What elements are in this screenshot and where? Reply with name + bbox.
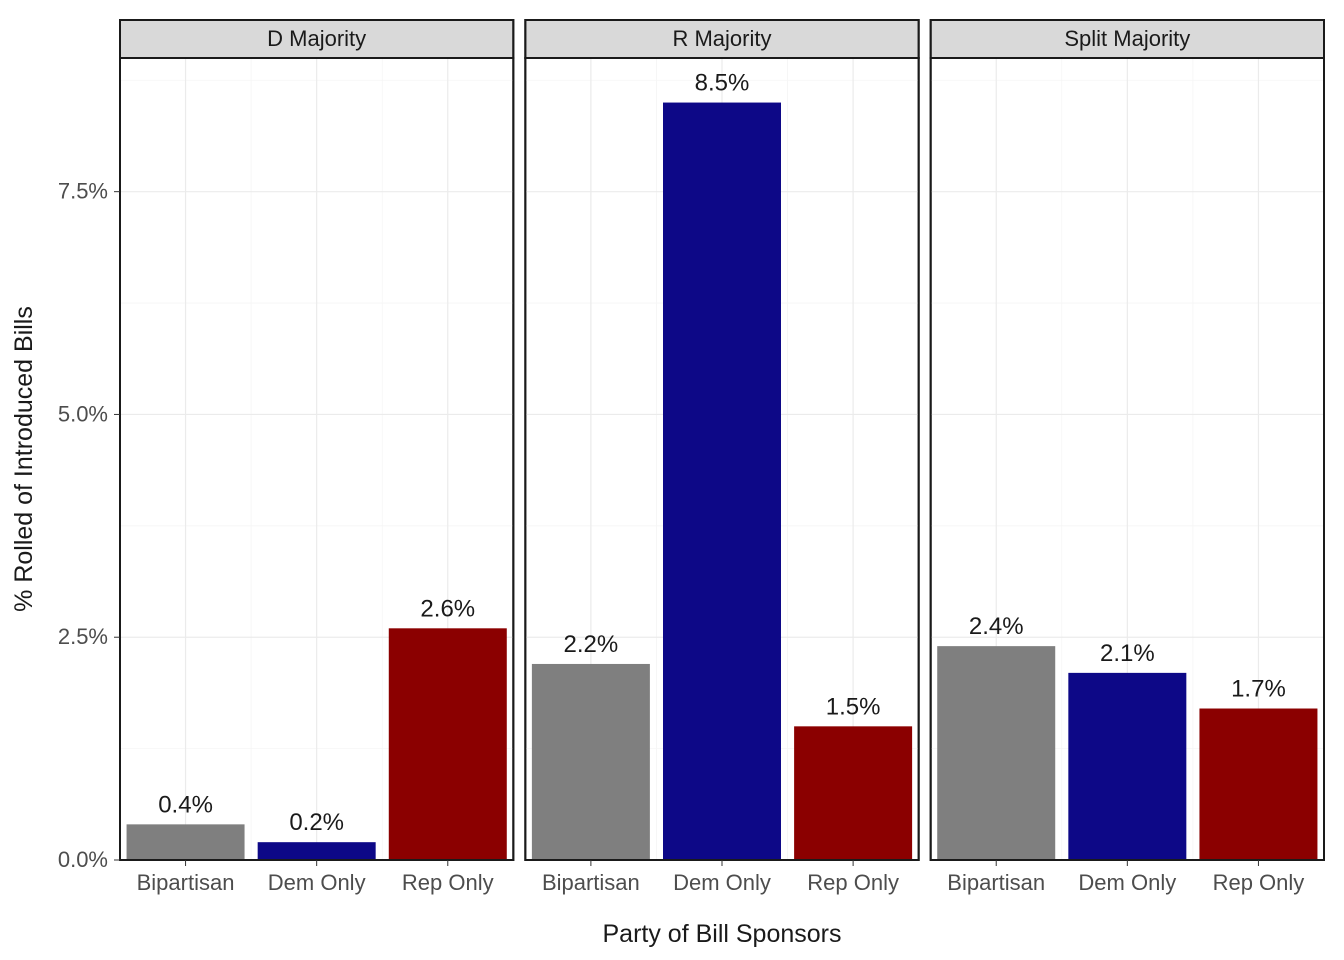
bar-value-label: 0.4%	[158, 791, 213, 818]
bar	[389, 628, 507, 860]
bar-value-label: 2.2%	[564, 631, 619, 658]
bar-value-label: 2.6%	[420, 595, 475, 622]
bar	[1199, 709, 1317, 860]
bar	[532, 664, 650, 860]
y-tick-label: 0.0%	[58, 847, 108, 872]
x-tick-label: Dem Only	[268, 870, 366, 895]
bar	[127, 824, 245, 860]
bar	[794, 726, 912, 860]
facet-title: Split Majority	[1064, 26, 1190, 51]
facet-panel: Split Majority 2.4% 2.1% 1.7% Bipartisan Dem …	[931, 20, 1324, 895]
facet-panel: D Majority 0.4% 0.2% 2.6% Bipartisan Dem Only…	[58, 20, 513, 895]
x-tick-label: Bipartisan	[137, 870, 235, 895]
x-tick-label: Rep Only	[1213, 870, 1305, 895]
bar-value-label: 8.5%	[695, 70, 750, 97]
y-tick-label: 2.5%	[58, 624, 108, 649]
facet-panel: R Majority 2.2% 8.5% 1.5% Bipartisan Dem Only…	[525, 20, 918, 895]
facet-title: R Majority	[672, 26, 771, 51]
bar-value-label: 2.4%	[969, 613, 1024, 640]
bar	[663, 103, 781, 860]
x-tick-label: Bipartisan	[542, 870, 640, 895]
bar-value-label: 1.7%	[1231, 676, 1286, 703]
bar	[1068, 673, 1186, 860]
x-tick-label: Bipartisan	[947, 870, 1045, 895]
bar	[258, 842, 376, 860]
faceted-bar-chart: % Rolled of Introduced Bills Party of Bil…	[0, 0, 1344, 960]
y-axis-title: % Rolled of Introduced Bills	[10, 306, 38, 612]
y-tick-label: 5.0%	[58, 401, 108, 426]
y-tick-label: 7.5%	[58, 179, 108, 204]
bar-value-label: 0.2%	[289, 809, 344, 836]
bar-value-label: 1.5%	[826, 693, 881, 720]
x-tick-label: Rep Only	[807, 870, 899, 895]
x-tick-label: Dem Only	[1078, 870, 1176, 895]
chart-svg: % Rolled of Introduced Bills Party of Bil…	[0, 0, 1344, 960]
bar-value-label: 2.1%	[1100, 640, 1155, 667]
bar	[937, 646, 1055, 860]
x-tick-label: Dem Only	[673, 870, 771, 895]
x-tick-label: Rep Only	[402, 870, 494, 895]
x-axis-title: Party of Bill Sponsors	[603, 920, 842, 948]
facet-title: D Majority	[267, 26, 366, 51]
